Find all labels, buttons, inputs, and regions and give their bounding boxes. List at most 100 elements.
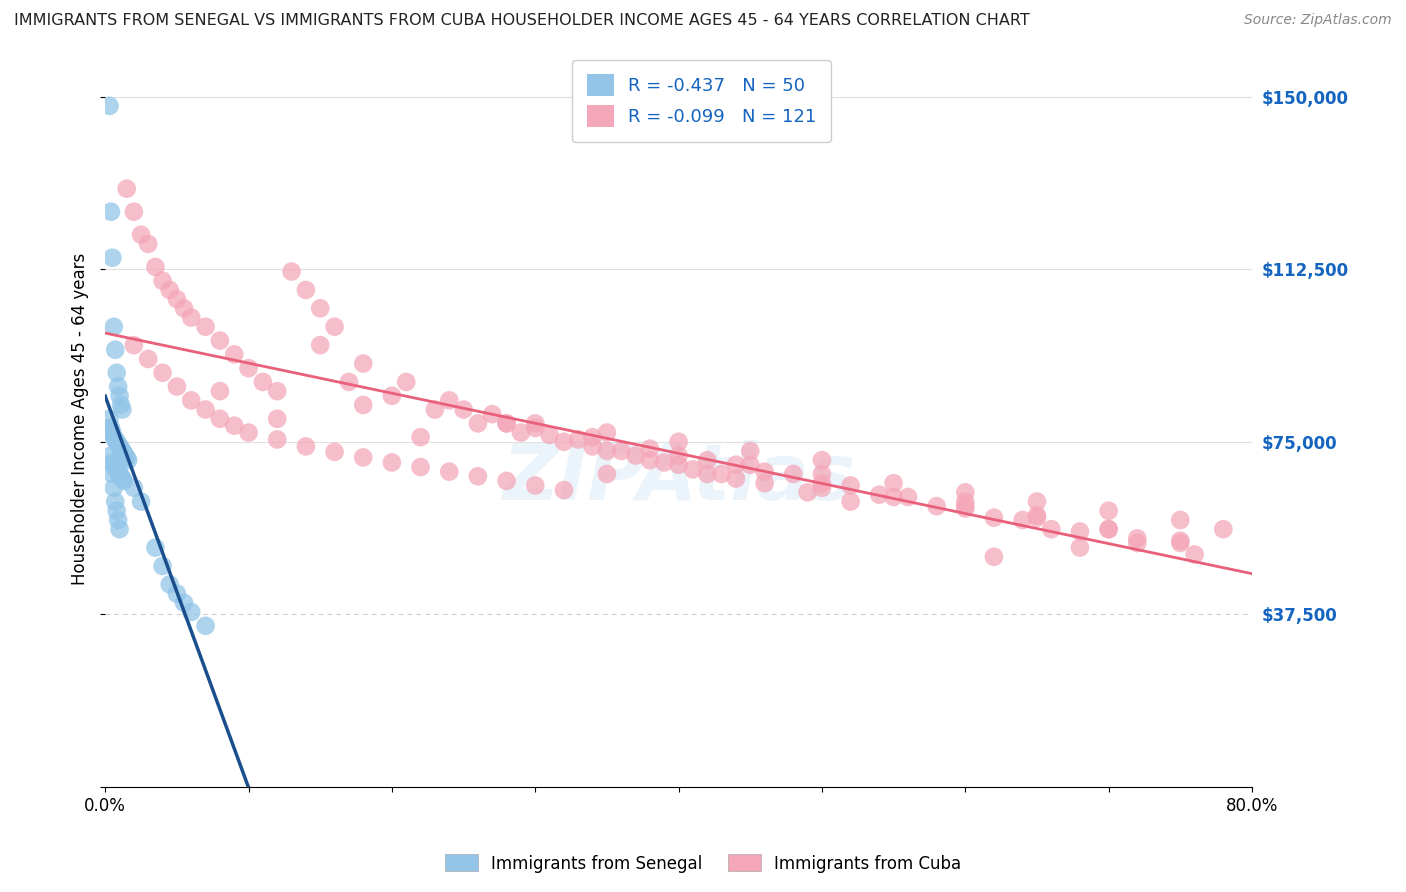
Point: [105, 434, 128, 449]
Legend: R = -0.437   N = 50, R = -0.099   N = 121: R = -0.437 N = 50, R = -0.099 N = 121: [572, 60, 831, 142]
Point: [782, 467, 804, 481]
Point: [796, 485, 818, 500]
Point: [1168, 513, 1191, 527]
Point: [811, 481, 834, 495]
Point: [166, 586, 188, 600]
Point: [104, 343, 127, 357]
Point: [122, 481, 145, 495]
Point: [596, 425, 619, 440]
Point: [107, 437, 129, 451]
Point: [129, 494, 152, 508]
Point: [98, 421, 121, 435]
Point: [1026, 510, 1049, 524]
Point: [309, 338, 332, 352]
Point: [467, 469, 489, 483]
Point: [439, 393, 461, 408]
Point: [1097, 522, 1119, 536]
Point: [115, 182, 138, 196]
Point: [152, 274, 174, 288]
Point: [624, 449, 647, 463]
Point: [180, 605, 202, 619]
Point: [208, 411, 231, 425]
Point: [110, 398, 132, 412]
Point: [1097, 504, 1119, 518]
Point: [638, 453, 661, 467]
Point: [1040, 522, 1063, 536]
Point: [295, 283, 318, 297]
Point: [652, 455, 675, 469]
Point: [101, 425, 124, 440]
Point: [381, 389, 404, 403]
Point: [682, 462, 704, 476]
Point: [724, 458, 747, 472]
Point: [1026, 508, 1049, 523]
Point: [266, 433, 288, 447]
Point: [395, 375, 418, 389]
Point: [252, 375, 274, 389]
Point: [381, 455, 404, 469]
Point: [495, 417, 517, 431]
Point: [323, 445, 346, 459]
Point: [166, 379, 188, 393]
Point: [538, 428, 561, 442]
Point: [309, 301, 332, 316]
Legend: Immigrants from Senegal, Immigrants from Cuba: Immigrants from Senegal, Immigrants from…: [439, 847, 967, 880]
Point: [710, 467, 733, 481]
Point: [811, 453, 834, 467]
Point: [352, 398, 374, 412]
Point: [495, 417, 517, 431]
Point: [596, 444, 619, 458]
Point: [145, 541, 167, 555]
Point: [925, 499, 948, 513]
Point: [208, 334, 231, 348]
Point: [136, 351, 159, 366]
Point: [509, 425, 531, 440]
Point: [194, 402, 217, 417]
Point: [524, 478, 547, 492]
Point: [108, 389, 131, 403]
Point: [117, 453, 139, 467]
Point: [1069, 524, 1091, 539]
Point: [108, 522, 131, 536]
Point: [696, 453, 718, 467]
Point: [107, 465, 129, 479]
Point: [754, 476, 776, 491]
Point: [266, 411, 288, 425]
Point: [98, 411, 121, 425]
Point: [224, 347, 246, 361]
Point: [1184, 548, 1206, 562]
Point: [409, 430, 432, 444]
Point: [740, 458, 762, 472]
Point: [596, 467, 619, 481]
Point: [955, 494, 977, 508]
Point: [110, 442, 132, 456]
Point: [224, 418, 246, 433]
Point: [1168, 536, 1191, 550]
Text: IMMIGRANTS FROM SENEGAL VS IMMIGRANTS FROM CUBA HOUSEHOLDER INCOME AGES 45 - 64 : IMMIGRANTS FROM SENEGAL VS IMMIGRANTS FR…: [14, 13, 1029, 29]
Point: [495, 474, 517, 488]
Point: [173, 596, 195, 610]
Point: [453, 402, 475, 417]
Point: [129, 227, 152, 242]
Point: [180, 310, 202, 325]
Point: [101, 251, 124, 265]
Point: [439, 465, 461, 479]
Point: [122, 338, 145, 352]
Point: [1069, 541, 1091, 555]
Point: [112, 446, 135, 460]
Point: [668, 449, 690, 463]
Point: [983, 549, 1005, 564]
Point: [883, 476, 905, 491]
Point: [581, 439, 603, 453]
Point: [107, 379, 129, 393]
Point: [238, 425, 260, 440]
Point: [1126, 536, 1149, 550]
Y-axis label: Householder Income Ages 45 - 64 years: Householder Income Ages 45 - 64 years: [72, 252, 89, 585]
Point: [983, 510, 1005, 524]
Point: [105, 504, 128, 518]
Point: [811, 476, 834, 491]
Point: [868, 488, 890, 502]
Text: ZIPAtlas: ZIPAtlas: [502, 440, 855, 516]
Point: [173, 301, 195, 316]
Point: [238, 361, 260, 376]
